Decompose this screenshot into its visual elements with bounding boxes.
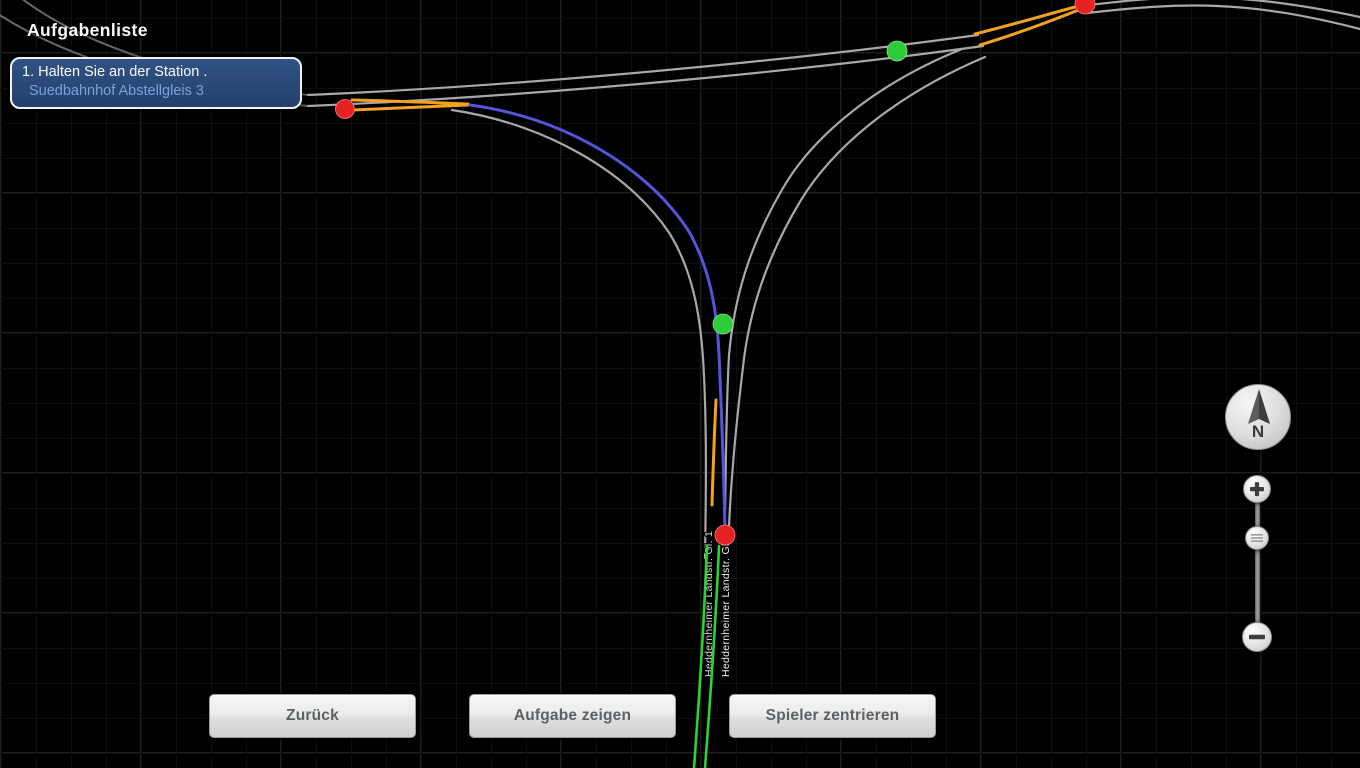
signal-red-marker-start bbox=[335, 99, 355, 119]
task-station-name: Suedbahnhof Abstellgleis 3 bbox=[29, 83, 204, 99]
plus-icon bbox=[1250, 482, 1264, 497]
route-task-topright-1 bbox=[973, 4, 1081, 36]
track-wye-right-outer bbox=[727, 55, 987, 529]
route-task-left-1 bbox=[350, 98, 470, 106]
route-platform-gl1 bbox=[692, 544, 709, 768]
track-diagonal-2 bbox=[306, 44, 985, 108]
show-task-button[interactable]: Aufgabe zeigen bbox=[469, 694, 676, 738]
route-task-topright-2 bbox=[978, 7, 1083, 47]
compass-north-label: N bbox=[1251, 422, 1265, 441]
track-wye-right-inner bbox=[723, 47, 964, 514]
station-label-gl2: Heddernheimer Landstr. Gl. 2 bbox=[720, 531, 732, 677]
signal-red-marker-station bbox=[714, 524, 736, 546]
zoom-in-button[interactable] bbox=[1243, 475, 1271, 503]
zoom-out-button[interactable] bbox=[1242, 622, 1272, 652]
zoom-slider-track[interactable] bbox=[1255, 489, 1260, 637]
minus-icon bbox=[1249, 634, 1265, 640]
page-title: Aufgabenliste bbox=[27, 20, 148, 40]
route-task-station bbox=[710, 398, 718, 507]
signal-red-marker-topright bbox=[1074, 0, 1096, 15]
center-player-button[interactable]: Spieler zentrieren bbox=[729, 694, 936, 738]
compass[interactable]: N bbox=[1225, 384, 1291, 450]
signal-green-marker-junction bbox=[886, 40, 908, 62]
grip-lines-icon bbox=[1251, 534, 1263, 542]
back-button[interactable]: Zurück bbox=[209, 694, 416, 738]
track-diagonal-1 bbox=[306, 33, 980, 97]
track-topright-2 bbox=[1085, 4, 1360, 31]
signal-green-marker-route bbox=[712, 313, 734, 335]
zoom-slider-handle[interactable] bbox=[1245, 526, 1269, 550]
task-instruction: 1. Halten Sie an der Station . bbox=[22, 64, 208, 80]
route-task-left-2 bbox=[350, 103, 470, 112]
route-platform-gl2 bbox=[703, 544, 721, 768]
route-active-path bbox=[468, 103, 727, 534]
track-topright-1 bbox=[1088, 0, 1360, 19]
zoom-control bbox=[1236, 470, 1280, 660]
track-left-outer bbox=[450, 108, 707, 560]
task-item[interactable]: 1. Halten Sie an der Station . Suedbahnh… bbox=[10, 57, 302, 109]
north-arrow-icon bbox=[1248, 389, 1270, 424]
